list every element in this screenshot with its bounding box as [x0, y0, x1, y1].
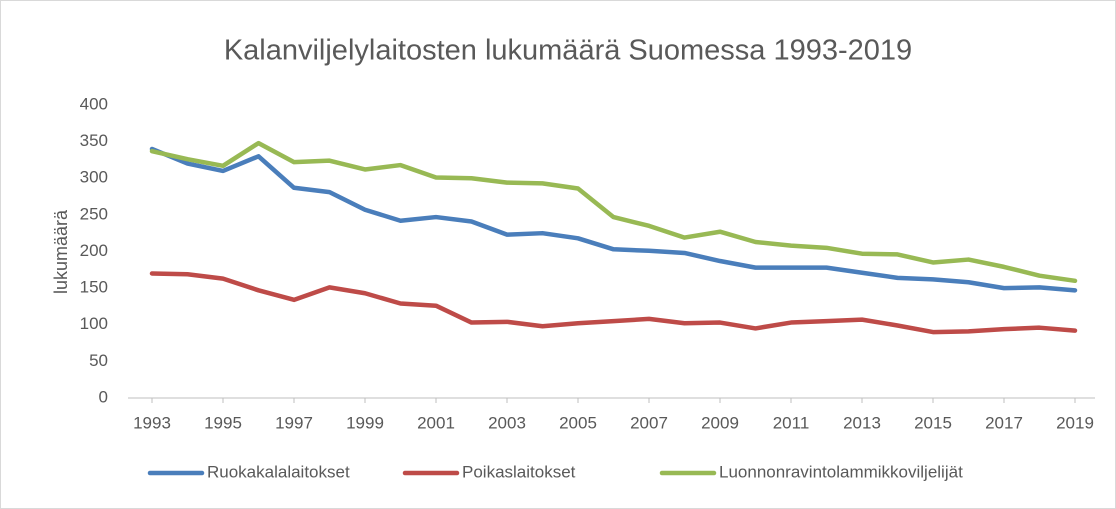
x-tick-label: 2015 — [914, 413, 952, 432]
x-tick-label: 2011 — [773, 413, 810, 432]
x-tick-label: 1997 — [275, 413, 313, 432]
y-tick-label: 400 — [80, 94, 108, 113]
y-tick-label: 100 — [80, 314, 108, 333]
y-tick-label: 250 — [80, 204, 108, 223]
y-tick-label: 0 — [99, 387, 108, 406]
y-tick-label: 200 — [80, 241, 108, 260]
legend-label: Ruokakalalaitokset — [207, 462, 350, 481]
x-tick-label: 2001 — [417, 413, 455, 432]
x-tick-label: 2019 — [1056, 413, 1094, 432]
x-tick-label: 2009 — [701, 413, 739, 432]
x-tick-label: 1995 — [204, 413, 242, 432]
x-tick-label: 2017 — [985, 413, 1023, 432]
x-tick-label: 2013 — [843, 413, 881, 432]
series-line — [149, 146, 1078, 293]
y-tick-label: 150 — [80, 278, 108, 297]
x-tick-label: 1999 — [346, 413, 384, 432]
x-tick-label: 1993 — [133, 413, 171, 432]
legend-label: Poikaslaitokset — [462, 462, 576, 481]
x-tick-label: 2007 — [630, 413, 668, 432]
legend-label: Luonnonravintolammikkoviljelijät — [719, 462, 963, 481]
y-tick-label: 350 — [80, 131, 108, 150]
y-tick-label: 300 — [80, 168, 108, 187]
y-axis-label: lukumäärä — [51, 209, 71, 294]
y-tick-label: 50 — [89, 351, 108, 370]
x-tick-label: 2003 — [488, 413, 526, 432]
chart-title: Kalanviljelylaitosten lukumäärä Suomessa… — [224, 35, 912, 67]
x-tick-label: 2005 — [559, 413, 597, 432]
series-line — [149, 271, 1078, 335]
series-line — [149, 140, 1078, 284]
